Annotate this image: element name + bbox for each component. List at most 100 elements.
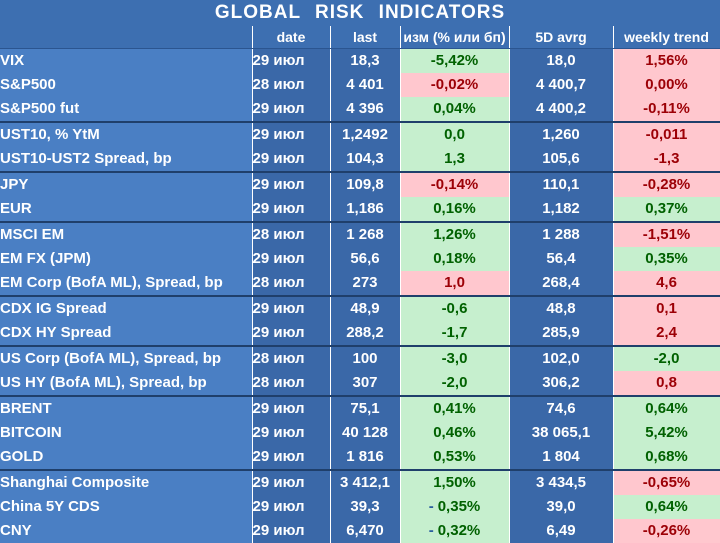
indicator-date: 29 июл (252, 147, 330, 172)
indicator-change: 0,41% (400, 396, 509, 421)
change-value: -0,6 (442, 300, 468, 317)
indicator-name: EM FX (JPM) (0, 247, 252, 271)
indicator-change: 0,46% (400, 421, 509, 445)
indicator-last: 104,3 (330, 147, 400, 172)
indicator-date: 28 июл (252, 271, 330, 296)
indicator-last: 307 (330, 371, 400, 396)
indicator-trend: -1,3 (613, 147, 720, 172)
change-value: 0,41% (433, 400, 476, 417)
change-value: 0,53% (433, 448, 476, 465)
indicator-trend: 0,8 (613, 371, 720, 396)
indicator-last: 100 (330, 346, 400, 371)
indicator-date: 29 июл (252, 321, 330, 346)
indicator-avg5d: 1,182 (509, 197, 613, 222)
indicator-date: 29 июл (252, 172, 330, 197)
indicator-change: 1,50% (400, 470, 509, 495)
indicator-change: 0,18% (400, 247, 509, 271)
indicator-trend: 5,42% (613, 421, 720, 445)
indicator-name: S&P500 fut (0, 97, 252, 122)
indicator-name: EM Corp (BofA ML), Spread, bp (0, 271, 252, 296)
change-value: 1,26% (433, 226, 476, 243)
indicator-date: 29 июл (252, 296, 330, 321)
indicator-avg5d: 38 065,1 (509, 421, 613, 445)
indicator-change: -0,35% (400, 495, 509, 519)
indicator-date: 29 июл (252, 97, 330, 122)
indicator-last: 18,3 (330, 49, 400, 74)
indicator-avg5d: 285,9 (509, 321, 613, 346)
indicator-last: 109,8 (330, 172, 400, 197)
column-header-last: last (330, 26, 400, 49)
change-value: 0,18% (433, 250, 476, 267)
change-value: 0,16% (433, 200, 476, 217)
indicator-change: -3,0 (400, 346, 509, 371)
indicator-change: -5,42% (400, 49, 509, 74)
indicator-avg5d: 4 400,7 (509, 73, 613, 97)
indicator-last: 1,2492 (330, 122, 400, 147)
indicator-last: 1 268 (330, 222, 400, 247)
indicator-avg5d: 1 288 (509, 222, 613, 247)
indicator-change: -0,6 (400, 296, 509, 321)
indicator-name: JPY (0, 172, 252, 197)
indicator-name: Shanghai Composite (0, 470, 252, 495)
indicator-name: S&P500 (0, 73, 252, 97)
indicator-name: CDX HY Spread (0, 321, 252, 346)
indicator-trend: -0,11% (613, 97, 720, 122)
indicator-trend: -2,0 (613, 346, 720, 371)
indicator-name: US Corp (BofA ML), Spread, bp (0, 346, 252, 371)
indicator-last: 1,186 (330, 197, 400, 222)
indicator-avg5d: 39,0 (509, 495, 613, 519)
column-header-date: date (252, 26, 330, 49)
indicator-last: 48,9 (330, 296, 400, 321)
indicator-trend: -0,011 (613, 122, 720, 147)
indicator-change: 1,0 (400, 271, 509, 296)
page-title: GLOBAL RISK INDICATORS (0, 0, 720, 26)
risk-indicators-sheet: GLOBAL RISK INDICATORS date last изм (% … (0, 0, 720, 529)
indicator-last: 4 396 (330, 97, 400, 122)
indicator-name: CDX IG Spread (0, 296, 252, 321)
indicator-change: -2,0 (400, 371, 509, 396)
indicator-trend: -0,28% (613, 172, 720, 197)
change-value: -1,7 (442, 324, 468, 341)
indicator-avg5d: 56,4 (509, 247, 613, 271)
indicator-avg5d: 268,4 (509, 271, 613, 296)
column-header-change: изм (% или бп) (400, 26, 509, 49)
indicator-name: UST10, % YtM (0, 122, 252, 147)
change-value: -0,14% (431, 176, 479, 193)
change-value: 0,04% (433, 100, 476, 117)
indicator-last: 40 128 (330, 421, 400, 445)
indicator-date: 29 июл (252, 445, 330, 470)
indicator-avg5d: 102,0 (509, 346, 613, 371)
change-value: -3,0 (442, 350, 468, 367)
indicator-name: EUR (0, 197, 252, 222)
indicator-date: 28 июл (252, 222, 330, 247)
indicator-trend: -0,26% (613, 519, 720, 543)
indicator-avg5d: 306,2 (509, 371, 613, 396)
indicator-last: 6,470 (330, 519, 400, 543)
indicator-avg5d: 4 400,2 (509, 97, 613, 122)
indicator-last: 288,2 (330, 321, 400, 346)
indicator-last: 56,6 (330, 247, 400, 271)
indicator-date: 29 июл (252, 421, 330, 445)
indicator-change: 0,04% (400, 97, 509, 122)
indicator-last: 3 412,1 (330, 470, 400, 495)
indicator-trend: 0,37% (613, 197, 720, 222)
indicator-trend: 0,68% (613, 445, 720, 470)
indicator-avg5d: 3 434,5 (509, 470, 613, 495)
indicator-date: 28 июл (252, 371, 330, 396)
indicator-name: MSCI EM (0, 222, 252, 247)
indicator-date: 29 июл (252, 122, 330, 147)
indicator-last: 4 401 (330, 73, 400, 97)
